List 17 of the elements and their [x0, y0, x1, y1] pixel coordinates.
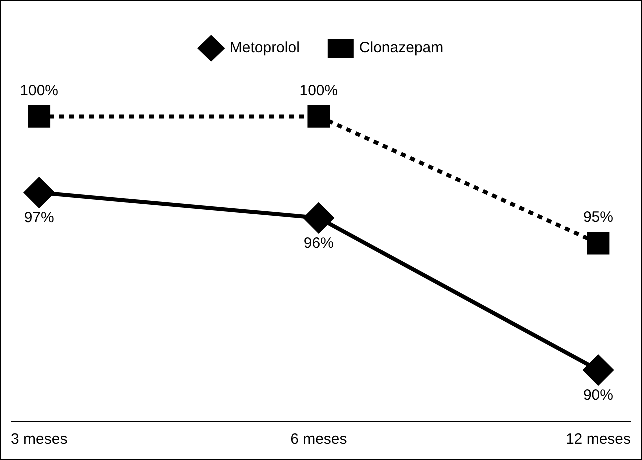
x-tick-label: 6 meses: [290, 431, 348, 448]
point: [304, 203, 334, 234]
data-label: 96%: [304, 234, 334, 252]
x-tick-label: 12 meses: [566, 431, 632, 448]
data-label: 95%: [583, 209, 614, 226]
point: [308, 106, 330, 128]
data-label: 97%: [24, 209, 54, 226]
data-label: 90%: [583, 386, 614, 404]
x-tick-label: 3 meses: [10, 431, 68, 448]
legend-label: Metoprolol: [230, 40, 300, 57]
legend-label: Clonazepam: [359, 40, 444, 57]
point: [587, 232, 610, 255]
data-label: 100%: [20, 82, 59, 100]
point: [28, 106, 51, 128]
point: [24, 178, 54, 208]
data-label: 100%: [300, 82, 338, 100]
point: [583, 355, 614, 386]
